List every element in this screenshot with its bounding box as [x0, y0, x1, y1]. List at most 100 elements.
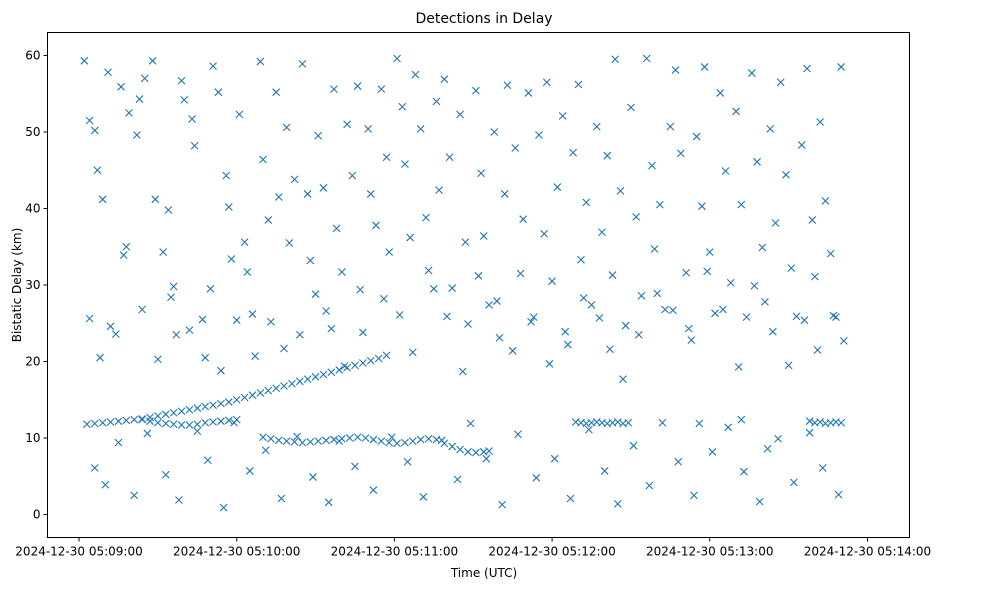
data-point: [816, 418, 825, 426]
data-point: [266, 317, 275, 326]
data-point: [545, 359, 554, 368]
data-point: [422, 213, 430, 222]
data-point: [566, 494, 575, 503]
data-point: [574, 80, 583, 89]
data-point: [642, 54, 651, 63]
data-point: [393, 54, 401, 63]
data-point: [337, 434, 346, 443]
data-point: [190, 141, 199, 150]
data-point: [800, 316, 809, 325]
data-point: [343, 363, 351, 372]
data-point: [676, 149, 685, 158]
data-point: [479, 232, 488, 240]
data-point: [645, 481, 654, 490]
data-point: [169, 282, 178, 291]
data-point: [356, 285, 365, 294]
data-point: [424, 434, 433, 443]
data-point: [655, 200, 664, 209]
plot-area: [47, 32, 910, 538]
data-point: [429, 284, 438, 293]
data-point: [322, 436, 330, 445]
data-point: [398, 102, 407, 111]
data-point: [490, 128, 499, 136]
data-point: [553, 183, 562, 191]
data-point: [508, 346, 517, 355]
data-point: [818, 463, 827, 472]
data-point: [264, 386, 273, 395]
data-point: [561, 327, 570, 336]
data-point: [813, 346, 822, 354]
data-point: [493, 297, 501, 305]
data-point: [600, 467, 609, 475]
data-point: [548, 277, 556, 286]
data-point: [674, 457, 683, 466]
data-point: [432, 97, 441, 106]
data-point: [582, 198, 591, 207]
data-point: [295, 330, 304, 339]
data-point: [771, 219, 780, 227]
data-point: [201, 418, 210, 427]
data-point: [180, 95, 189, 104]
data-point: [337, 268, 346, 276]
data-point: [332, 224, 341, 233]
data-point: [766, 125, 775, 133]
data-point: [408, 348, 417, 357]
data-point: [456, 445, 464, 454]
data-point: [114, 417, 123, 426]
x-tick-label: 2024-12-30 05:09:00: [15, 545, 142, 559]
data-point: [259, 155, 267, 164]
data-point: [311, 290, 320, 299]
data-point: [169, 420, 178, 429]
data-point: [193, 427, 202, 436]
data-point: [377, 437, 386, 445]
data-point: [816, 118, 825, 126]
data-point: [140, 74, 149, 83]
data-point: [385, 248, 394, 256]
data-point: [330, 85, 338, 94]
data-point: [732, 107, 740, 116]
data-point: [387, 433, 396, 442]
data-point: [214, 88, 223, 97]
data-point: [500, 190, 509, 198]
data-point: [716, 89, 725, 97]
data-point: [613, 418, 622, 426]
data-point: [245, 467, 254, 475]
x-tick-label: 2024-12-30 05:12:00: [488, 545, 615, 559]
plot-frame: [47, 32, 910, 538]
data-point: [98, 195, 107, 204]
data-point: [298, 438, 307, 447]
data-point: [159, 248, 168, 256]
data-point: [401, 438, 409, 447]
data-point: [558, 112, 567, 120]
data-point: [435, 186, 443, 195]
data-point: [224, 203, 233, 211]
data-point: [324, 498, 333, 507]
data-point: [608, 271, 617, 279]
data-point: [443, 312, 451, 321]
data-point: [540, 229, 549, 238]
data-point: [650, 245, 659, 253]
data-point: [256, 57, 265, 66]
data-point: [369, 486, 378, 494]
y-axis-label: Bistatic Delay (km): [10, 228, 24, 343]
data-point: [146, 417, 154, 426]
data-point: [403, 457, 412, 466]
data-point: [327, 324, 336, 333]
data-point: [201, 402, 210, 411]
data-point: [106, 322, 115, 331]
data-point: [721, 167, 730, 175]
data-point: [458, 367, 467, 376]
data-point: [261, 446, 270, 455]
data-point: [138, 415, 146, 424]
x-axis: 2024-12-30 05:09:00 2024-12-30 05:10:00 20…: [15, 537, 931, 559]
data-point: [708, 447, 717, 456]
data-point: [579, 294, 588, 302]
data-point: [177, 421, 186, 429]
data-point: [111, 330, 120, 338]
data-point: [240, 238, 249, 247]
data-point: [687, 336, 696, 344]
data-point: [104, 68, 112, 77]
data-point: [666, 122, 675, 131]
data-point: [306, 256, 315, 265]
data-point: [351, 361, 359, 370]
